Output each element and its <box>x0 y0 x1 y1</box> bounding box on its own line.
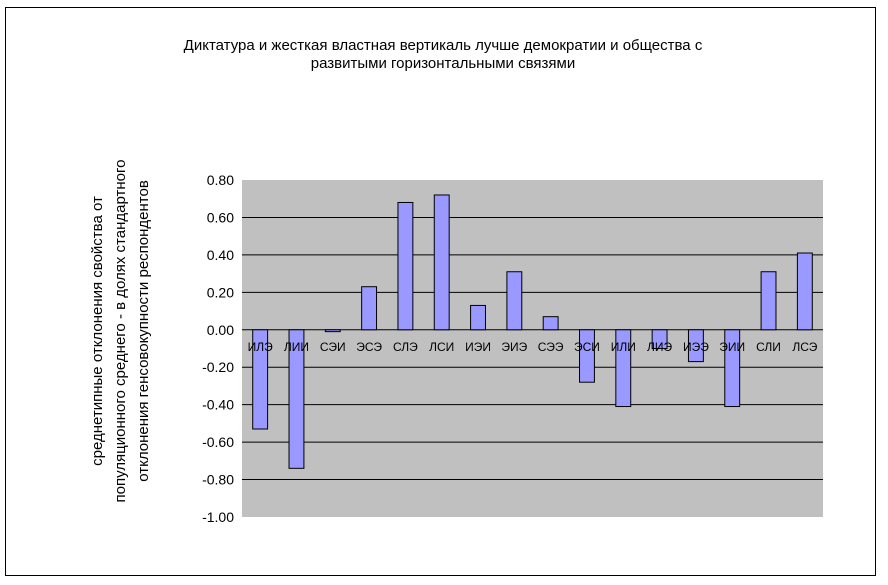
y-tick-label: -1.00 <box>202 509 234 525</box>
y-tick-label: 0.00 <box>207 322 234 338</box>
category-label: ЭИИ <box>719 340 745 354</box>
y-tick-label: -0.80 <box>202 472 234 488</box>
category-label: СЭИ <box>320 340 346 354</box>
chart-title: Диктатура и жесткая властная вертикаль л… <box>184 37 703 72</box>
bar-9 <box>542 316 559 331</box>
category-label: СЛИ <box>756 340 781 354</box>
category-label: ЛСИ <box>429 340 454 354</box>
bar-12 <box>651 329 668 349</box>
category-label: ЛИИ <box>284 340 309 354</box>
category-label: ИЭИ <box>465 340 491 354</box>
category-label: ЭСЭ <box>356 340 382 354</box>
y-axis-title: среднетипные отклонения свойства от попу… <box>89 160 152 503</box>
y-axis-title-line-1: среднетипные отклонения свойства от <box>89 196 106 466</box>
y-tick-label: -0.20 <box>202 359 234 375</box>
chart-frame: Диктатура и жесткая властная вертикаль л… <box>5 7 876 576</box>
y-tick-label: 0.20 <box>207 284 234 300</box>
y-tick-labels: 0.80 0.60 0.40 0.20 0.00 -0.20 -0.40 -0.60 -0.80… <box>202 172 234 525</box>
category-label: ИЛИ <box>611 340 636 354</box>
y-tick-label: -0.60 <box>202 434 234 450</box>
y-axis-title-line-2: популяционного среднего - в долях станда… <box>112 160 129 503</box>
category-label: СЭЭ <box>538 340 564 354</box>
y-tick-label: 0.40 <box>207 247 234 263</box>
category-label: ИЛЭ <box>248 340 274 354</box>
category-label: СЛЭ <box>393 340 418 354</box>
bar-7 <box>470 304 486 331</box>
bar-3 <box>324 329 341 333</box>
category-label: ИЭЭ <box>683 340 709 354</box>
bar-14 <box>724 329 741 408</box>
y-tick-label: -0.40 <box>202 397 234 413</box>
bar-13 <box>687 329 704 363</box>
bar-chart: Диктатура и жесткая властная вертикаль л… <box>89 37 823 525</box>
chart-title-line-1: Диктатура и жесткая властная вертикаль л… <box>184 37 703 54</box>
bar-5 <box>397 201 414 331</box>
bar-6 <box>433 194 450 331</box>
bar-2 <box>288 329 305 469</box>
bar-10 <box>579 329 595 383</box>
bar-15 <box>760 271 777 331</box>
y-tick-label: 0.60 <box>207 209 234 225</box>
bar-8 <box>506 271 523 331</box>
chart-title-line-2: развитыми горизонтальными связями <box>311 55 575 72</box>
y-axis-title-line-3: отклонения генсовокупности респондентов <box>135 180 152 482</box>
bar-1 <box>252 329 269 430</box>
category-label: ЭИЭ <box>501 340 527 354</box>
bar-4 <box>361 286 378 331</box>
y-tick-label: 0.80 <box>207 172 234 188</box>
bar-16 <box>796 252 813 331</box>
category-labels: ИЛЭ ЛИИ СЭИ ЭСЭ СЛЭ ЛСИ ИЭИ ЭИЭ СЭЭ ЭСИ ИЛИ ЛИЭ ИЭЭ Э… <box>248 340 818 354</box>
category-label: ЛСЭ <box>792 340 817 354</box>
category-label: ЛИЭ <box>647 340 673 354</box>
bar-11 <box>615 329 632 408</box>
category-label: ЭСИ <box>574 340 600 354</box>
bars <box>252 194 813 469</box>
